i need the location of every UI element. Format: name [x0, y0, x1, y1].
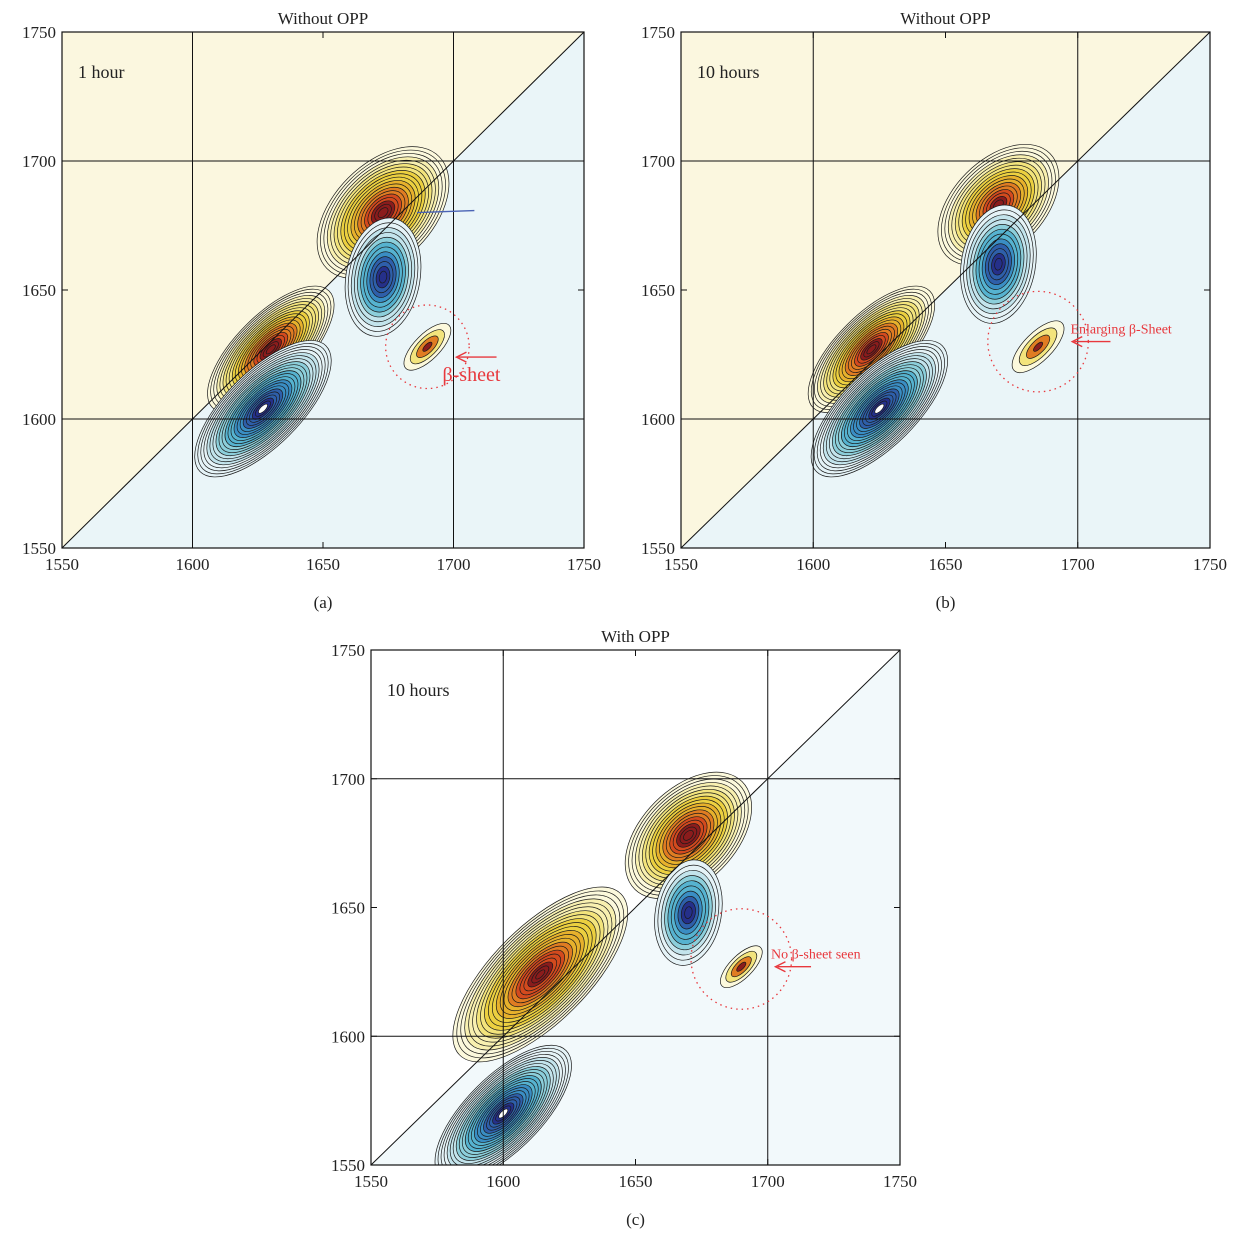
blue-arrow: [416, 209, 475, 214]
peak-positive: [207, 285, 335, 413]
y-tick-label: 1750: [22, 23, 56, 42]
highlight-circle: [384, 304, 470, 390]
contour-map: [681, 32, 1210, 548]
panel-label: (a): [314, 593, 333, 612]
arrowhead: [454, 351, 467, 363]
y-tick-label: 1750: [331, 641, 365, 660]
x-tick-label: 1550: [664, 555, 698, 574]
arrowhead: [1070, 335, 1083, 348]
contour-level: [422, 341, 433, 352]
highlight-circle: [690, 908, 793, 1010]
time-annotation: 10 hours: [387, 680, 450, 700]
x-tick-label: 1550: [354, 1172, 388, 1191]
panel-label: (c): [626, 1210, 645, 1229]
contour-level: [535, 969, 546, 980]
contour-level: [736, 961, 747, 972]
y-tick-label: 1700: [641, 152, 675, 171]
chart-title: Without OPP: [278, 9, 368, 28]
time-annotation: 1 hour: [78, 62, 125, 82]
y-tick-label: 1600: [22, 410, 56, 429]
x-tick-label: 1700: [437, 555, 471, 574]
diagonal-line: [681, 32, 1210, 548]
contour-level: [1033, 341, 1044, 352]
x-tick-label: 1750: [883, 1172, 917, 1191]
x-tick-label: 1650: [306, 555, 340, 574]
contour-level: [377, 207, 389, 218]
x-tick-label: 1700: [1061, 555, 1095, 574]
diagonal-line: [371, 650, 900, 1165]
callout-label: No β-sheet seen: [771, 948, 861, 963]
y-tick-label: 1550: [641, 539, 675, 558]
contour-map: [62, 32, 584, 548]
x-tick-label: 1650: [929, 555, 963, 574]
chart-title: Without OPP: [900, 9, 990, 28]
y-tick-label: 1600: [331, 1027, 365, 1046]
peak-positive: [807, 285, 936, 413]
peak-positive: [452, 886, 629, 1063]
peak-positive: [1011, 320, 1065, 373]
y-tick-label: 1650: [331, 899, 365, 918]
chart-panel-c: 1550 1600 1650 1700 1750 1550 1600 1650 1700 1750…: [331, 627, 917, 1229]
y-tick-label: 1550: [22, 539, 56, 558]
x-tick-label: 1600: [796, 555, 830, 574]
x-tick-label: 1750: [1193, 555, 1227, 574]
contour-level: [866, 344, 877, 355]
panel-label: (b): [936, 593, 956, 612]
contour-level: [874, 403, 885, 414]
callout-label: β-sheet: [442, 364, 500, 386]
peak-negative: [344, 217, 422, 337]
contour-map: [371, 650, 900, 1165]
contour-level: [684, 906, 693, 919]
x-tick-label: 1650: [619, 1172, 653, 1191]
peak-negative: [960, 204, 1037, 324]
diagonal-line: [62, 32, 584, 548]
chart-panel-a: 1550 1600 1650 1700 1750 1550 1600 1650 1700 1750…: [22, 9, 601, 612]
contour-level: [265, 344, 276, 355]
contour-level: [378, 270, 388, 284]
contour-level: [258, 403, 268, 414]
chart-panel-b: 1550 1600 1650 1700 1750 1550 1600 1650 1700 1750…: [641, 9, 1227, 612]
peak-positive: [624, 771, 752, 899]
y-tick-label: 1550: [331, 1156, 365, 1175]
peak-positive: [720, 945, 763, 988]
peak-positive: [403, 323, 452, 371]
x-tick-label: 1750: [567, 555, 601, 574]
y-tick-label: 1750: [641, 23, 675, 42]
y-tick-label: 1600: [641, 410, 675, 429]
chart-title: With OPP: [601, 627, 670, 646]
x-tick-label: 1600: [176, 555, 210, 574]
y-tick-label: 1650: [641, 281, 675, 300]
y-tick-label: 1650: [22, 281, 56, 300]
y-tick-label: 1700: [331, 770, 365, 789]
peak-negative: [654, 859, 723, 966]
peak-negative: [810, 340, 948, 478]
contour-level: [683, 830, 694, 841]
x-tick-label: 1700: [751, 1172, 785, 1191]
arrowhead: [773, 961, 786, 973]
x-tick-label: 1600: [486, 1172, 520, 1191]
time-annotation: 10 hours: [697, 62, 760, 82]
y-tick-label: 1700: [22, 152, 56, 171]
x-tick-label: 1550: [45, 555, 79, 574]
contour-level: [994, 257, 1003, 271]
peak-negative: [194, 340, 332, 478]
callout-label: Enlarging β-Sheet: [1070, 323, 1171, 338]
